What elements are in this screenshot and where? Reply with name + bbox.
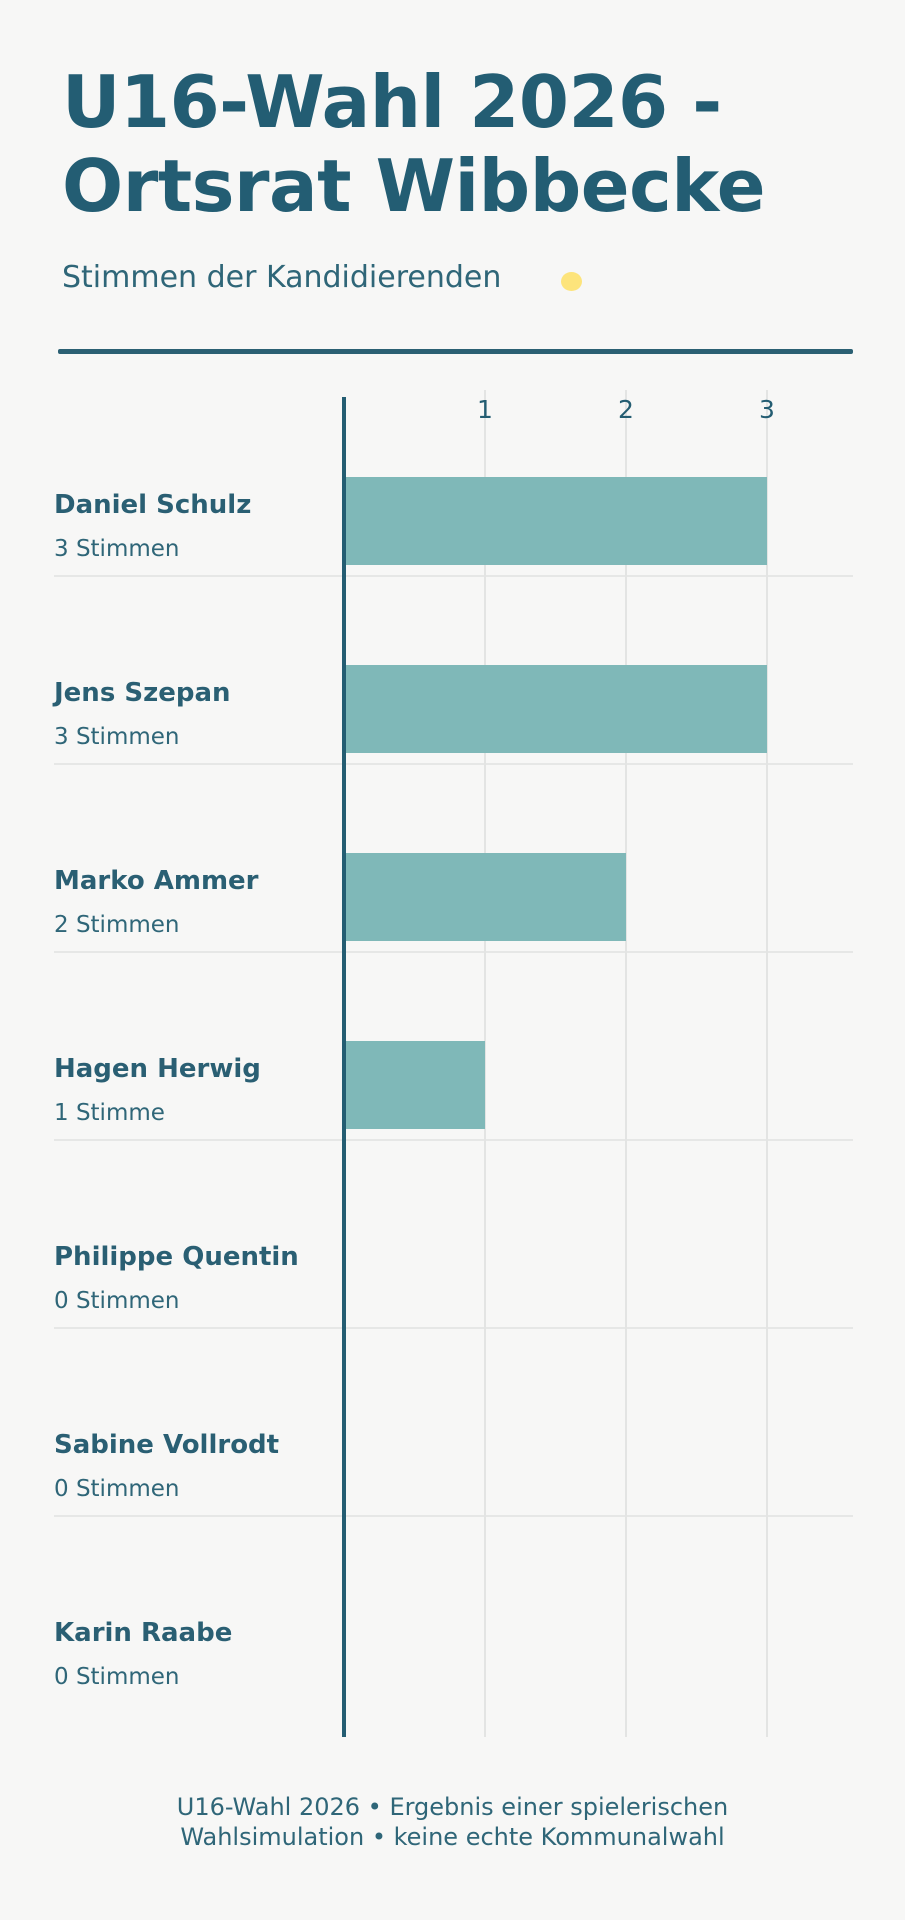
bar [344,477,767,565]
category-label: Marko Ammer [54,866,259,896]
category-label: Philippe Quentin [54,1242,299,1272]
category-label: Jens Szepan [52,678,231,708]
value-label: 3 Stimmen [54,724,180,750]
value-label: 0 Stimmen [54,1476,180,1502]
x-tick-label: 1 [477,395,493,424]
value-label: 2 Stimmen [54,912,180,938]
category-label: Hagen Herwig [54,1054,261,1084]
bar [344,1041,485,1129]
value-label: 1 Stimme [54,1100,165,1126]
category-label: Sabine Vollrodt [54,1430,279,1460]
value-label: 0 Stimmen [54,1664,180,1690]
yellow-dot-icon [561,272,582,291]
footer-line-1: U16-Wahl 2026 • Ergebnis einer spieleris… [176,1793,729,1821]
chart-title: U16-Wahl 2026 - Ortsrat Wibbecke [62,60,766,228]
bar [344,853,626,941]
header-divider [58,349,853,354]
value-label: 3 Stimmen [54,536,180,562]
value-label: 0 Stimmen [54,1288,180,1314]
bar [344,665,767,753]
x-tick-label: 3 [759,395,775,424]
footer-note: U16-Wahl 2026 • Ergebnis einer spieleris… [40,1792,865,1852]
chart-subtitle: Stimmen der Kandidierenden [62,260,502,295]
x-tick-label: 2 [618,395,634,424]
category-label: Karin Raabe [54,1618,232,1648]
category-label: Daniel Schulz [54,490,251,520]
footer-line-2: Wahlsimulation • keine echte Kommunalwah… [180,1823,725,1851]
bar-chart: 1 2 3 Daniel Schulz 3 Stimmen Jens Szepan 3 St… [52,390,853,1737]
